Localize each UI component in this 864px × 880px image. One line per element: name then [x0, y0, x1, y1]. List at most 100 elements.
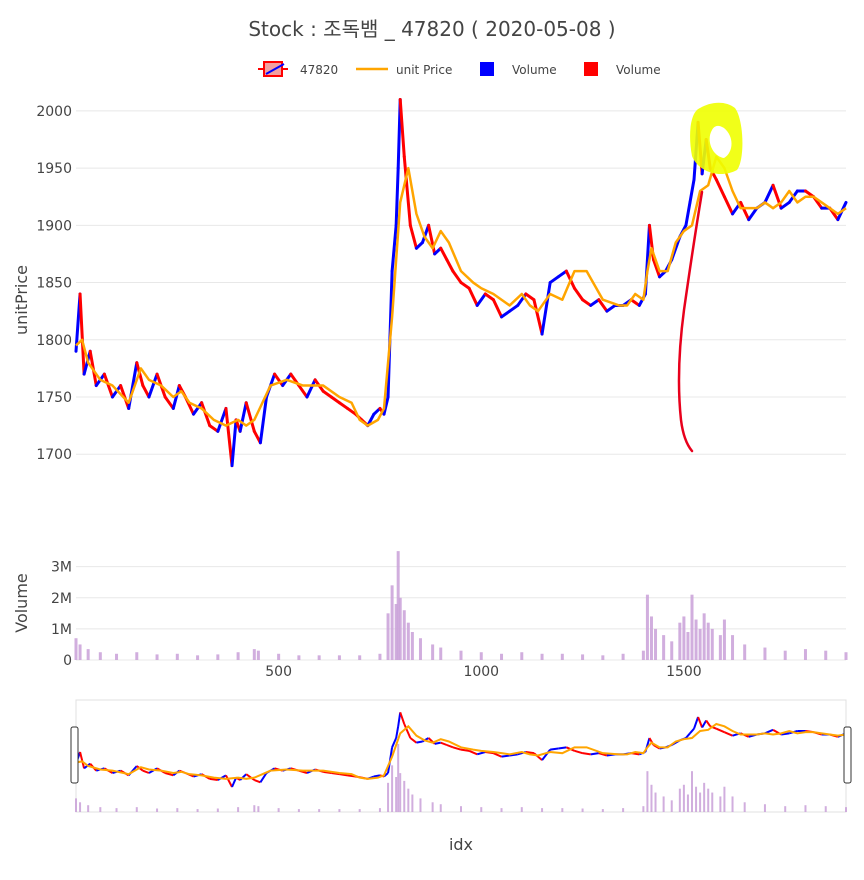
volume-bar	[641, 650, 645, 660]
range-slider-volume-bar	[682, 784, 685, 812]
unit-price-line	[75, 155, 847, 427]
ohlc-segment	[200, 401, 212, 428]
range-slider-volume-bar	[541, 808, 544, 812]
range-slider-ohlc-segment	[395, 726, 400, 739]
red-arrow-annotation	[677, 190, 704, 453]
volume-bar	[718, 635, 722, 660]
range-slider-volume-bar	[678, 788, 681, 812]
ohlc-segment	[652, 258, 662, 279]
range-slider-volume-bar	[784, 806, 787, 812]
range-slider-volume-bar	[135, 807, 138, 812]
range-slider-volume-bar	[561, 808, 564, 812]
legend-item-ohlc[interactable]: 47820	[258, 61, 338, 77]
range-slider-ohlc-segment	[689, 728, 695, 734]
range-slider-volume-bar	[731, 796, 734, 812]
volume-bar	[662, 635, 666, 660]
range-slider-volume-bar	[460, 806, 462, 812]
price-y-tick-1950: 1950	[36, 161, 72, 177]
volume-bar	[783, 650, 787, 660]
range-slider-right-handle[interactable]	[843, 726, 852, 784]
volume-gridlines	[76, 566, 846, 661]
price-y-axis-label: unitPrice	[12, 265, 31, 335]
x-tick-1000: 1000	[463, 664, 499, 680]
volume-bar	[439, 647, 443, 660]
volume-bar	[398, 597, 402, 660]
ohlc-segment	[540, 281, 552, 336]
ohlc-segment	[475, 292, 487, 307]
volume-bar	[682, 616, 686, 660]
ohlc-segment	[408, 223, 418, 250]
volume-bar	[317, 655, 321, 660]
range-slider-volume-bar	[358, 809, 361, 812]
ohlc-segment	[556, 269, 568, 279]
ohlc-segment	[305, 378, 317, 399]
range-slider-volume-bar	[431, 802, 434, 812]
ohlc-segment	[597, 298, 609, 313]
range-slider-ohlc-segment	[476, 751, 486, 756]
volume-y-tick-2M: 2M	[51, 591, 72, 607]
volume-bar	[196, 655, 200, 660]
range-slider-left-handle[interactable]	[70, 726, 79, 784]
range-slider-ohlc-segment	[452, 746, 462, 751]
ohlc-segment	[427, 223, 437, 256]
range-slider-volume-bar	[176, 808, 179, 812]
volume-bar	[115, 653, 119, 660]
range-slider-volume-bar	[257, 806, 260, 812]
annotations	[677, 102, 743, 453]
legend-item-volume-down[interactable]: Volume	[584, 62, 661, 77]
price-y-tick-1850: 1850	[36, 276, 72, 292]
legend-item-volume-up[interactable]: Volume	[480, 62, 557, 77]
volume-bar	[431, 644, 435, 660]
ohlc-segment	[244, 401, 256, 433]
range-slider-ohlc-segment	[209, 777, 218, 781]
range-slider-ohlc-segment	[373, 774, 381, 778]
range-slider-ohlc-segment	[409, 737, 418, 744]
range-slider-volume-bar	[399, 773, 402, 812]
yellow-highlight-inner	[709, 125, 732, 158]
ohlc-segment	[216, 406, 228, 433]
ohlc-segment	[321, 389, 333, 399]
volume-bar	[690, 594, 694, 660]
range-slider-volume-bar	[99, 807, 102, 812]
legend: 47820 unit Price Volume Volume	[258, 61, 661, 77]
ohlc-segment	[445, 258, 455, 273]
range-slider-volume-bar	[670, 800, 673, 812]
range-slider-volume-bar	[216, 808, 219, 812]
ohlc-segment	[722, 195, 735, 216]
volume-bar	[297, 655, 301, 660]
volume-bar	[694, 619, 698, 660]
range-slider-volume-bar	[845, 807, 847, 812]
volume-bar	[649, 616, 653, 660]
range-slider-volume-bar	[824, 806, 827, 812]
range-slider-ohlc-segment	[446, 744, 454, 749]
volume-bar	[277, 653, 281, 660]
range-slider-ohlc-segment	[493, 752, 502, 758]
ohlc-segment	[714, 178, 726, 199]
range-slider-volume-bar	[763, 804, 766, 812]
range-slider-volume-bar	[75, 798, 77, 812]
volume-bar	[98, 652, 102, 660]
ohlc-segment	[684, 200, 692, 227]
legend-item-unit-price[interactable]: unit Price	[356, 63, 452, 77]
volume-bar	[394, 604, 398, 660]
ohlc-segment	[629, 298, 641, 307]
range-slider[interactable]	[70, 699, 852, 813]
range-slider-ohlc-segment	[501, 754, 510, 758]
volume-bar	[337, 655, 341, 660]
range-slider-volume-bar	[196, 809, 199, 812]
volume-bar	[175, 653, 179, 660]
volume-bar	[410, 632, 414, 660]
price-y-tick-1750: 1750	[36, 390, 72, 406]
range-slider-volume-bar	[500, 808, 503, 812]
range-slider-volume-bar	[642, 806, 645, 812]
volume-bar	[479, 652, 483, 660]
range-slider-ohlc-segment	[440, 741, 448, 746]
volume-bar	[763, 647, 767, 660]
range-slider-volume-bar	[297, 809, 300, 812]
legend-label-ohlc: 47820	[300, 63, 338, 77]
volume-bars	[74, 551, 848, 660]
range-slider-ohlc-segment	[142, 769, 150, 774]
ohlc-segment	[451, 269, 463, 285]
legend-swatch-ohlc-diagonal	[265, 63, 285, 75]
